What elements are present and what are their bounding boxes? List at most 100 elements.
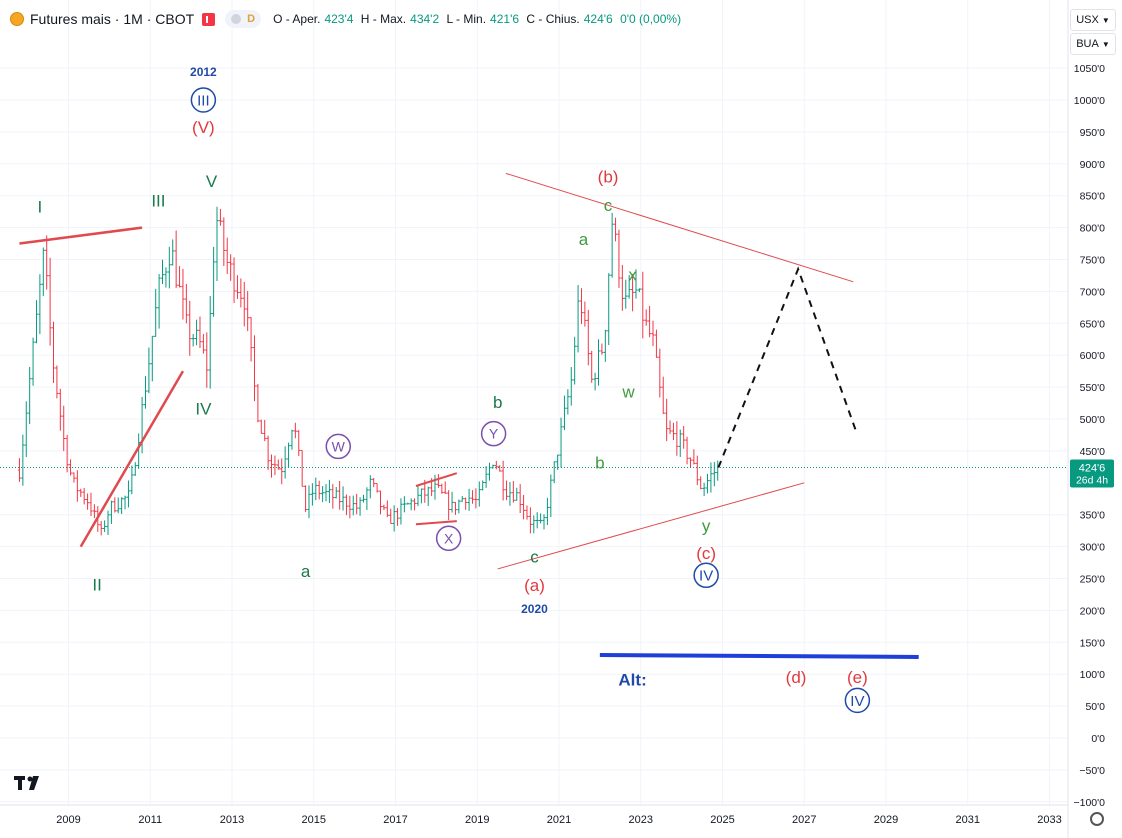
wave-circle — [693, 562, 719, 589]
ohlc-bar — [21, 434, 25, 486]
wave-label: (a) — [524, 576, 545, 595]
ohlc-bar — [334, 486, 338, 499]
wave-label: III — [151, 191, 165, 210]
ohlc-bar — [361, 494, 366, 503]
wave-label: III — [190, 87, 217, 113]
ohlc-bar — [498, 465, 502, 472]
tradingview-logo-icon[interactable] — [14, 774, 46, 792]
ohlc-bar — [624, 279, 628, 309]
y-tick-label: −50'0 — [1079, 765, 1105, 777]
x-tick-label: 2025 — [710, 814, 734, 826]
ohlc-bar — [416, 485, 420, 507]
ohlc-bar — [688, 457, 693, 468]
unit-selector[interactable]: BUA ▼ — [1070, 33, 1116, 55]
ohlc-bar — [627, 275, 631, 299]
wave-circle — [435, 525, 462, 552]
y-tick-label: 1000'0 — [1074, 95, 1105, 107]
open-value: 423'4 — [324, 12, 354, 26]
ohlc-bar — [324, 484, 328, 502]
ohlc-bar — [65, 434, 69, 473]
wave-label: a — [301, 562, 311, 581]
ohlc-bar — [494, 460, 498, 470]
projection-path — [717, 266, 859, 468]
ohlc-bar — [327, 479, 332, 504]
wave-label-text: W — [332, 438, 346, 454]
flag-icon[interactable] — [202, 12, 216, 26]
y-tick-label: 800'0 — [1080, 223, 1106, 235]
y-tick-label: 750'0 — [1080, 255, 1106, 267]
y-tick-label: 350'0 — [1080, 510, 1106, 522]
ohlc-bar — [368, 475, 372, 499]
ohlc-bar — [355, 493, 359, 515]
wave-label: w — [621, 383, 635, 402]
price-badge-value: 424'6 — [1079, 462, 1106, 474]
ohlc-bar — [477, 481, 481, 507]
ohlc-bar — [481, 480, 485, 491]
y-tick-label: 850'0 — [1080, 191, 1106, 203]
ohlc-bar — [130, 465, 134, 495]
ohlc-bar — [300, 449, 304, 487]
ohlc-bar — [539, 513, 543, 524]
wave-label-text: Y — [489, 426, 499, 442]
wave-label-text: (e) — [847, 668, 868, 687]
ohlc-bar — [331, 484, 335, 509]
grid-lines — [0, 0, 1068, 805]
ohlc-bar — [365, 487, 369, 510]
ohlc-bar — [382, 504, 386, 511]
ohlc-bar — [45, 235, 49, 290]
wave-label: Y — [480, 420, 507, 447]
symbol-title[interactable]: Futures mais · 1M · CBOT — [30, 11, 195, 27]
wave-label: y — [702, 517, 711, 536]
ohlc-bar — [661, 376, 665, 414]
ohlc-bar — [99, 520, 103, 536]
ohlc-bar — [109, 500, 114, 524]
symbol-icon — [10, 12, 24, 26]
wave-label-text: a — [301, 562, 311, 581]
ohlc-bar — [542, 514, 546, 530]
wave-label-text: IV — [850, 693, 864, 710]
ohlc-bar — [491, 464, 495, 469]
currency-selector[interactable]: USX ▼ — [1070, 9, 1116, 31]
y-tick-label: 300'0 — [1080, 542, 1106, 554]
ohlc-bar — [634, 269, 638, 299]
wave-label-text: x — [628, 265, 637, 284]
ohlc-bar — [671, 422, 676, 441]
x-tick-label: 2019 — [465, 814, 489, 826]
ohlc-bar — [668, 420, 672, 435]
wave-label-text: III — [197, 92, 210, 109]
x-tick-label: 2015 — [302, 814, 326, 826]
currency-label: USX — [1076, 14, 1099, 26]
ohlc-bar — [644, 309, 648, 326]
wave-label: II — [92, 575, 101, 594]
y-tick-label: 150'0 — [1080, 637, 1106, 649]
ohlc-bar — [188, 300, 192, 356]
gear-icon[interactable] — [1090, 812, 1104, 826]
ohlc-bar — [613, 217, 618, 242]
ohlc-bar — [34, 300, 39, 344]
ohlc-bar — [528, 507, 532, 534]
ohlc-bar — [321, 486, 325, 503]
ohlc-bar — [630, 273, 635, 312]
circle-icon — [231, 14, 242, 24]
indicator-pill[interactable]: D — [225, 10, 262, 28]
ohlc-bar — [263, 419, 267, 442]
ohlc-bar — [164, 267, 168, 288]
y-tick-label: 0'0 — [1091, 733, 1105, 745]
ohlc-bar — [48, 257, 52, 346]
ohlc-bar — [133, 462, 137, 476]
y-tick-label: 200'0 — [1080, 605, 1106, 617]
wave-label-text: Alt: — [618, 670, 646, 689]
ohlc-bar — [699, 476, 703, 490]
ohlc-bar — [607, 273, 611, 346]
wave-label-text: III — [151, 191, 165, 210]
open-label: O - Aper. — [273, 12, 321, 26]
wave-label-text: y — [702, 517, 711, 536]
y-tick-label: 450'0 — [1080, 446, 1106, 458]
ohlc-bar — [378, 490, 383, 515]
ohlc-bar — [113, 497, 117, 513]
ohlc-bar — [68, 459, 73, 476]
wave-label: (b) — [598, 168, 619, 187]
wave-label-text: c — [530, 547, 539, 566]
ohlc-bar — [389, 508, 393, 524]
